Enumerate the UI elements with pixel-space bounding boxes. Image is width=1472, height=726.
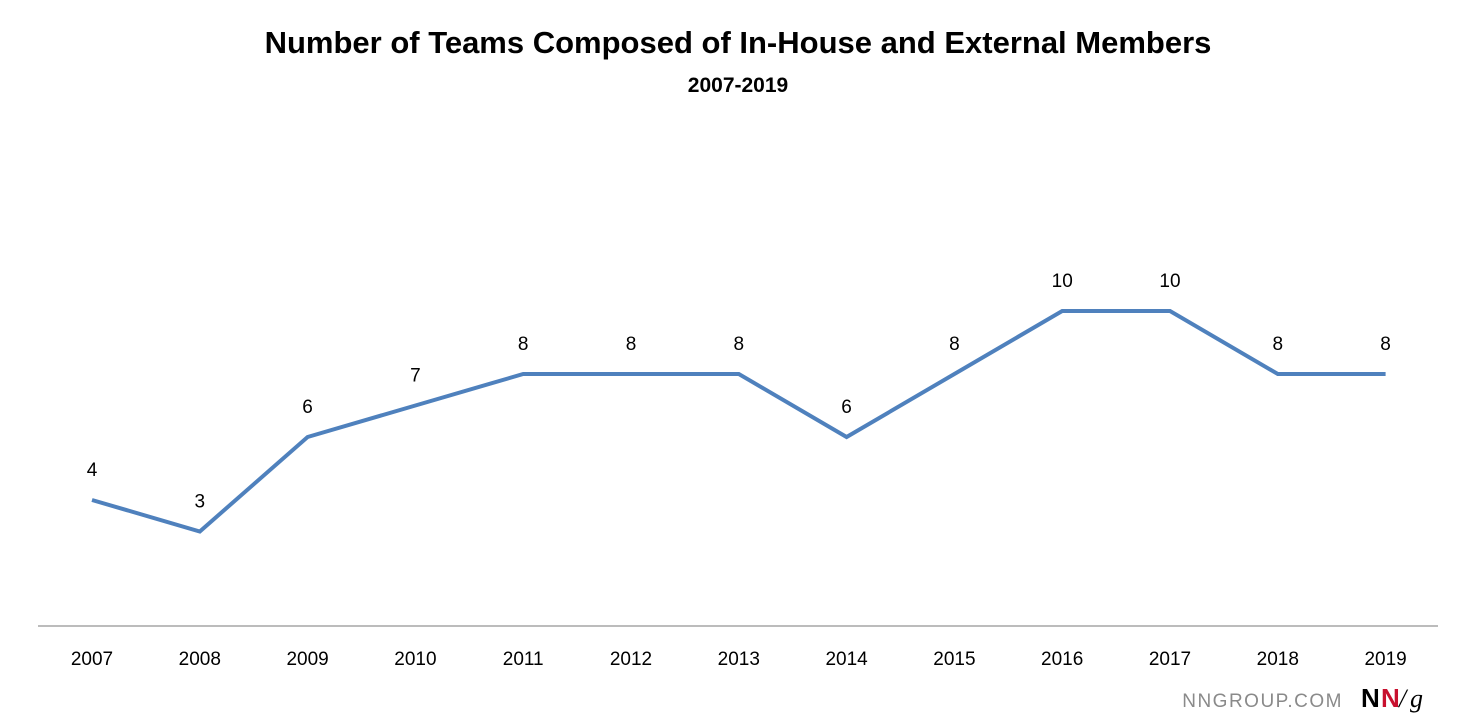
data-labels: 4 3 6 7 8 8 8 6 8 10 10 8 8 [87,271,1391,513]
data-label: 7 [410,366,421,387]
data-label: 6 [302,397,313,418]
logo-letter-n1: N [1361,683,1380,713]
logo-letter-n2: N [1381,683,1400,713]
logo-slash: / [1397,684,1409,713]
data-label: 4 [87,460,98,481]
data-label: 8 [1380,334,1391,355]
chart-title: Number of Teams Composed of In-House and… [265,25,1212,60]
data-label: 10 [1052,271,1073,292]
data-label: 8 [734,334,745,355]
data-label: 6 [841,397,852,418]
data-label: 8 [1273,334,1284,355]
series-line [91,309,1386,534]
x-tick-label: 2019 [1364,649,1406,670]
data-label: 10 [1159,271,1180,292]
x-tick-label: 2018 [1257,649,1299,670]
x-tick-label: 2013 [718,649,760,670]
logo-letter-g: g [1410,684,1423,713]
x-axis-ticks: 2007 2008 2009 2010 2011 2012 2013 2014 2015 2016… [71,649,1407,670]
site-name: NNGROUP.COM [1182,691,1343,712]
x-tick-label: 2012 [610,649,652,670]
series-group [91,309,1386,534]
x-tick-label: 2014 [825,649,868,670]
data-label: 8 [518,334,529,355]
data-label: 8 [626,334,637,355]
x-tick-label: 2015 [933,649,975,670]
x-tick-label: 2010 [394,649,436,670]
x-tick-label: 2007 [71,649,113,670]
x-tick-label: 2016 [1041,649,1083,670]
data-label: 3 [195,492,206,513]
chart-subtitle: 2007-2019 [688,74,788,97]
x-tick-label: 2009 [286,649,328,670]
x-tick-label: 2017 [1149,649,1191,670]
x-tick-label: 2008 [179,649,221,670]
branding: NNGROUP.COM N N / g [1182,683,1423,713]
x-tick-label: 2011 [503,649,544,670]
data-label: 8 [949,334,960,355]
